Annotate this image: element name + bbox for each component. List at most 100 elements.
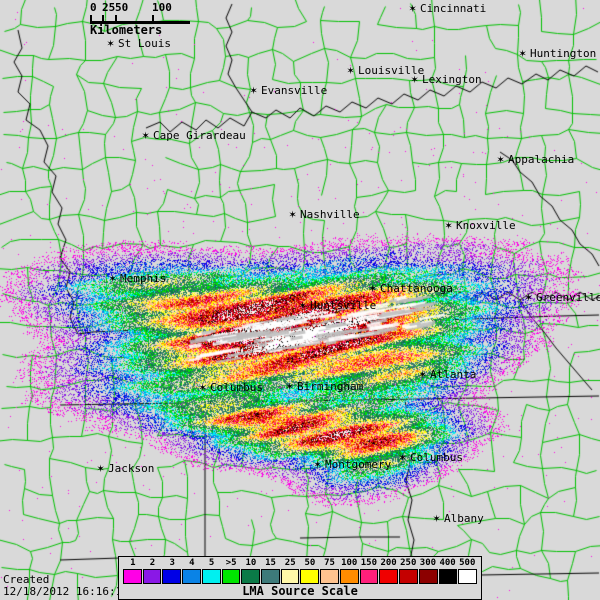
legend-tick-16: 400: [439, 558, 456, 568]
city-label-knoxville[interactable]: ✶ Knoxville: [445, 219, 516, 232]
city-marker-icon: ✶: [399, 450, 407, 464]
city-label-jackson[interactable]: ✶ Jackson: [97, 462, 154, 474]
city-marker-icon: ✶: [497, 152, 505, 166]
city-label-text: Memphis: [120, 272, 167, 285]
legend-swatch-1[interactable]: [142, 569, 162, 584]
city-label-text: Chattanooga: [380, 282, 453, 295]
city-label-text: Nashville: [300, 208, 360, 221]
city-label-louisville[interactable]: ✶ Louisville: [347, 64, 425, 77]
city-label-text: Louisville: [358, 64, 425, 77]
city-label-appalachia[interactable]: ✶ Appalachia: [497, 153, 575, 166]
city-label-huntington[interactable]: ✶ Huntington: [519, 47, 596, 59]
city-marker-icon: ✶: [433, 511, 441, 525]
city-label-text: Lexington: [422, 73, 482, 86]
city-marker-icon: ✶: [199, 380, 207, 394]
city-label-cape-girardeau[interactable]: ✶ Cape Girardeau: [142, 129, 246, 141]
city-marker-icon: ✶: [519, 46, 527, 60]
legend-tick-7: 15: [265, 558, 276, 568]
legend-swatch-6[interactable]: [241, 569, 261, 584]
city-marker-icon: ✶: [289, 207, 297, 221]
legend-swatch-16[interactable]: [438, 569, 458, 584]
legend-tick-11: 100: [341, 558, 358, 568]
city-marker-icon: ✶: [286, 379, 294, 393]
city-label-chattanooga[interactable]: ✶ Chattanooga: [369, 282, 453, 295]
legend-swatch-10[interactable]: [320, 569, 339, 584]
city-label-text: Evansville: [261, 84, 328, 97]
scale-tickmark-50: [115, 15, 117, 24]
city-marker-icon: ✶: [409, 1, 417, 15]
scale-bar-caption: Kilometers: [90, 23, 163, 37]
legend-tick-15: 300: [419, 558, 437, 568]
city-label-atlanta[interactable]: ✶ Atlanta: [419, 368, 477, 381]
legend-tick-8: 25: [284, 558, 296, 568]
city-marker-icon: ✶: [347, 63, 355, 77]
city-marker-icon: ✶: [369, 281, 377, 295]
city-label-evansville[interactable]: ✶ Evansville: [250, 84, 328, 97]
legend-tick-2: 3: [169, 558, 175, 568]
city-label-lexington[interactable]: ✶ Lexington: [411, 73, 482, 86]
legend-tick-6: 10: [245, 558, 257, 568]
city-label-birmingham[interactable]: ✶ Birmingham: [286, 380, 364, 393]
city-label-cincinnati[interactable]: ✶ Cincinnati: [409, 2, 487, 15]
legend-tick-labels: 1 2 3 4 5 >5 10 15 25 50 75 100 150 200 250 300 400 500: [119, 557, 481, 569]
legend-tick-9: 50: [304, 558, 316, 568]
legend-swatch-7[interactable]: [261, 569, 280, 584]
city-label-text: Cincinnati: [420, 2, 487, 15]
legend-swatch-12[interactable]: [359, 569, 379, 584]
legend-tick-4: 5: [208, 558, 215, 568]
legend-swatch-17[interactable]: [458, 569, 477, 584]
legend-swatch-2[interactable]: [162, 569, 182, 584]
created-timestamp: 12/18/2012 16:16:11: [3, 585, 129, 598]
legend-swatch-4[interactable]: [201, 569, 221, 584]
legend-color-swatches[interactable]: [119, 569, 481, 584]
scale-tick-0: 0: [90, 1, 97, 14]
scale-bar-tick-labels: 0 25 50 100: [90, 1, 190, 14]
city-label-text: Atlanta: [430, 368, 477, 381]
scale-tickmark-25: [102, 15, 104, 24]
city-marker-icon: ✶: [142, 128, 150, 142]
scale-tick-50: 50: [115, 1, 129, 14]
city-marker-icon: ✶: [250, 83, 258, 97]
legend-tick-0: 1: [130, 558, 136, 568]
legend-swatch-0[interactable]: [123, 569, 142, 584]
legend-swatch-9[interactable]: [300, 569, 320, 584]
city-label-albany[interactable]: ✶ Albany: [433, 512, 484, 525]
legend-swatch-13[interactable]: [379, 569, 399, 584]
city-label-greenville[interactable]: ✶ Greenville: [525, 291, 600, 304]
legend-swatch-8[interactable]: [280, 569, 300, 584]
scale-tick-25: 25: [102, 1, 116, 14]
city-label-text: Albany: [444, 512, 484, 525]
city-label-text: Birmingham: [297, 380, 364, 393]
city-label-text: Knoxville: [456, 219, 516, 232]
city-marker-icon: ✶: [445, 218, 453, 232]
city-label-text: Appalachia: [508, 153, 575, 166]
city-label-text: St Louis: [118, 37, 171, 50]
created-label: Created: [3, 573, 50, 586]
legend-tick-1: 2: [149, 558, 156, 568]
city-label-memphis[interactable]: ✶ Memphis: [109, 272, 167, 285]
legend-swatch-14[interactable]: [399, 569, 418, 584]
legend-tick-17: 500: [459, 558, 476, 568]
city-label-st-louis[interactable]: ✶ St Louis: [107, 37, 171, 50]
city-label-huntsville[interactable]: ✶ Huntsville: [299, 299, 376, 311]
legend-swatch-15[interactable]: [418, 569, 438, 584]
city-label-nashville[interactable]: ✶ Nashville: [289, 208, 360, 221]
legend-tick-3: 4: [189, 558, 195, 568]
legend-swatch-11[interactable]: [339, 569, 359, 584]
city-label-montgomery[interactable]: ✶ Montgomery: [314, 458, 391, 470]
city-label-columbus[interactable]: ✶ Columbus: [199, 381, 263, 393]
legend-swatch-5[interactable]: [221, 569, 241, 584]
lma-source-scale-legend[interactable]: 1 2 3 4 5 >5 10 15 25 50 75 100 150 200 250 300 400 500 L…: [118, 556, 482, 600]
city-marker-icon: ✶: [299, 298, 307, 312]
city-marker-icon: ✶: [525, 290, 533, 304]
legend-tick-13: 200: [380, 558, 397, 568]
city-label-text: Greenville: [536, 291, 600, 304]
legend-tick-10: 75: [324, 558, 335, 568]
legend-swatch-3[interactable]: [182, 569, 201, 584]
scale-tickmark-0: [90, 15, 92, 24]
city-marker-icon: ✶: [411, 72, 419, 86]
city-label-columbus[interactable]: ✶ Columbus: [399, 451, 463, 463]
